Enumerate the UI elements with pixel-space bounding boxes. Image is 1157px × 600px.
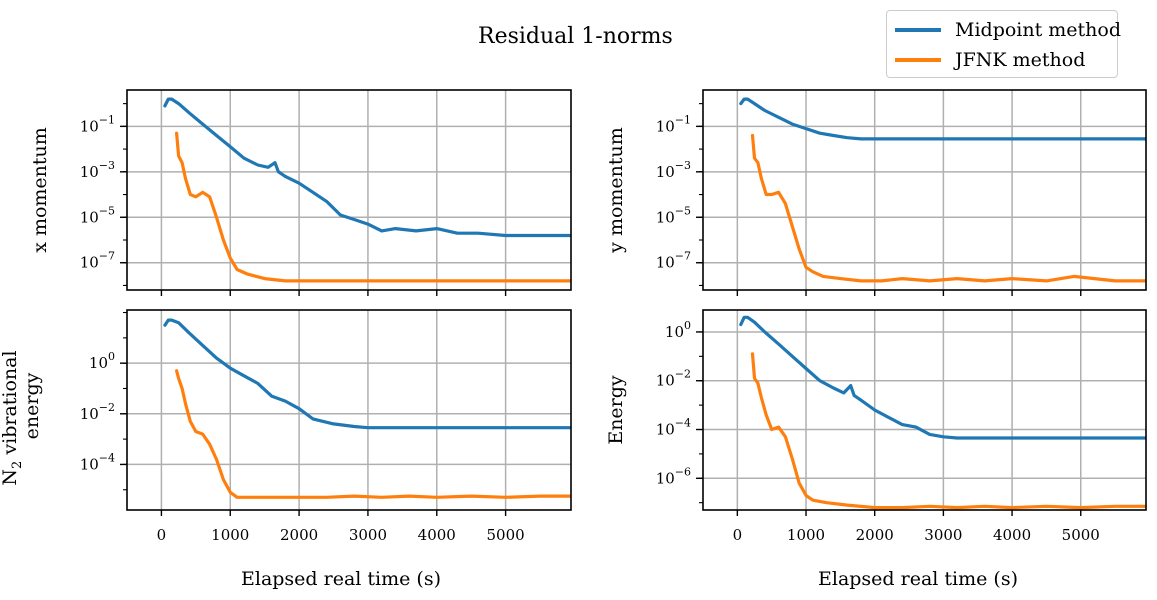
y-tick-base: 10 bbox=[80, 254, 99, 272]
x-tick-label: 2000 bbox=[280, 526, 318, 544]
y-tick-exponent: −4 bbox=[675, 417, 691, 430]
y-tick-base: 10 bbox=[656, 208, 675, 226]
y-tick-label: 10−7 bbox=[80, 250, 115, 272]
y-tick-base: 10 bbox=[656, 163, 675, 181]
y-tick-base: 10 bbox=[656, 421, 675, 439]
legend: Midpoint method JFNK method bbox=[886, 10, 1121, 78]
x-tick-label: 0 bbox=[733, 526, 743, 544]
y-tick-label: 10−3 bbox=[656, 159, 691, 181]
y-axis-label: y momentum bbox=[605, 127, 627, 254]
y-tick-exponent: −5 bbox=[99, 204, 115, 217]
y-axis-label-rest: vibrational bbox=[0, 350, 21, 460]
y-tick-base: 10 bbox=[80, 455, 99, 473]
series-line-midpoint-method bbox=[739, 97, 1146, 141]
y-tick-exponent: −4 bbox=[99, 451, 115, 464]
panel-bottom-right: 0 1000 2000 3000 4000 500010−610−410−2100Ener… bbox=[605, 309, 1147, 544]
legend-label-jfnk: JFNK method bbox=[955, 49, 1086, 71]
y-axis-label-line2: energy bbox=[21, 372, 43, 439]
y-tick-base: 10 bbox=[656, 469, 675, 487]
series-line-midpoint-method bbox=[163, 97, 571, 238]
y-tick-exponent: −2 bbox=[99, 401, 115, 414]
y-axis-label-line1: N2 vibrational bbox=[0, 350, 25, 485]
y-tick-label: 10−5 bbox=[656, 204, 691, 226]
y-tick-exponent: −1 bbox=[675, 113, 691, 126]
x-tick-label: 4000 bbox=[418, 526, 456, 544]
panel-top-right: 10−710−510−310−1y momentum bbox=[605, 89, 1147, 296]
y-tick-exponent: −3 bbox=[99, 159, 115, 172]
x-tick-label: 1000 bbox=[787, 526, 825, 544]
y-axis-label: Energy bbox=[605, 375, 627, 445]
y-tick-exponent: −1 bbox=[99, 113, 115, 126]
y-tick-label: 10−7 bbox=[656, 250, 691, 272]
x-tick-label: 3000 bbox=[924, 526, 962, 544]
x-tick-label: 3000 bbox=[349, 526, 387, 544]
plot-frame bbox=[126, 309, 572, 511]
legend-item-midpoint: Midpoint method bbox=[895, 19, 1121, 41]
y-tick-base: 10 bbox=[80, 117, 99, 135]
y-tick-label: 10−1 bbox=[656, 113, 691, 135]
series-line-jfnk-method bbox=[175, 369, 571, 499]
y-tick-label: 10−5 bbox=[80, 204, 115, 226]
y-tick-exponent: −2 bbox=[675, 368, 691, 381]
y-axis-label-N: N bbox=[0, 469, 21, 486]
y-axis-label: x momentum bbox=[29, 127, 51, 253]
legend-swatch-jfnk bbox=[895, 58, 941, 62]
y-tick-label: 10−3 bbox=[80, 159, 115, 181]
series-line-jfnk-method bbox=[175, 131, 571, 283]
plot-frame bbox=[702, 89, 1147, 291]
y-tick-base: 10 bbox=[80, 405, 99, 423]
y-tick-exponent: −7 bbox=[675, 250, 691, 263]
y-tick-base: 10 bbox=[665, 323, 684, 341]
x-axis-label-left: Elapsed real time (s) bbox=[241, 568, 441, 590]
series-line-jfnk-method bbox=[750, 133, 1146, 283]
y-tick-base: 10 bbox=[89, 354, 108, 372]
y-tick-label: 10−4 bbox=[80, 451, 115, 473]
y-tick-label: 10−2 bbox=[80, 401, 115, 423]
x-tick-label: 4000 bbox=[993, 526, 1031, 544]
y-tick-exponent: −6 bbox=[675, 465, 691, 478]
plot-frame bbox=[702, 309, 1147, 511]
y-tick-label: 100 bbox=[89, 350, 115, 372]
x-tick-label: 5000 bbox=[487, 526, 525, 544]
series-line-midpoint-method bbox=[163, 318, 571, 430]
y-tick-label: 10−4 bbox=[656, 417, 691, 439]
y-tick-exponent: −3 bbox=[675, 159, 691, 172]
x-axis-label-right: Elapsed real time (s) bbox=[818, 568, 1018, 590]
plot-frame bbox=[126, 89, 572, 291]
x-tick-label: 5000 bbox=[1062, 526, 1100, 544]
y-tick-exponent: −7 bbox=[99, 250, 115, 263]
panel-top-left: 10−710−510−310−1x momentum bbox=[29, 89, 572, 296]
y-tick-exponent: 0 bbox=[684, 319, 691, 332]
y-tick-label: 10−2 bbox=[656, 368, 691, 390]
x-tick-label: 1000 bbox=[211, 526, 249, 544]
figure-title: Residual 1-norms bbox=[478, 24, 673, 49]
y-tick-label: 10−1 bbox=[80, 113, 115, 135]
x-tick-label: 2000 bbox=[856, 526, 894, 544]
legend-swatch-midpoint bbox=[895, 28, 941, 32]
y-tick-exponent: 0 bbox=[108, 350, 115, 363]
y-tick-exponent: −5 bbox=[675, 204, 691, 217]
y-axis-label-subscript: 2 bbox=[10, 461, 25, 469]
y-tick-base: 10 bbox=[656, 254, 675, 272]
series-line-jfnk-method bbox=[750, 352, 1146, 510]
y-tick-label: 10−6 bbox=[656, 465, 691, 487]
series-line-midpoint-method bbox=[739, 315, 1146, 440]
y-tick-base: 10 bbox=[80, 163, 99, 181]
y-tick-label: 100 bbox=[665, 319, 691, 341]
y-tick-base: 10 bbox=[80, 208, 99, 226]
y-tick-base: 10 bbox=[656, 372, 675, 390]
legend-label-midpoint: Midpoint method bbox=[955, 19, 1122, 41]
legend-item-jfnk: JFNK method bbox=[895, 49, 1085, 71]
y-tick-base: 10 bbox=[656, 117, 675, 135]
x-tick-label: 0 bbox=[157, 526, 167, 544]
